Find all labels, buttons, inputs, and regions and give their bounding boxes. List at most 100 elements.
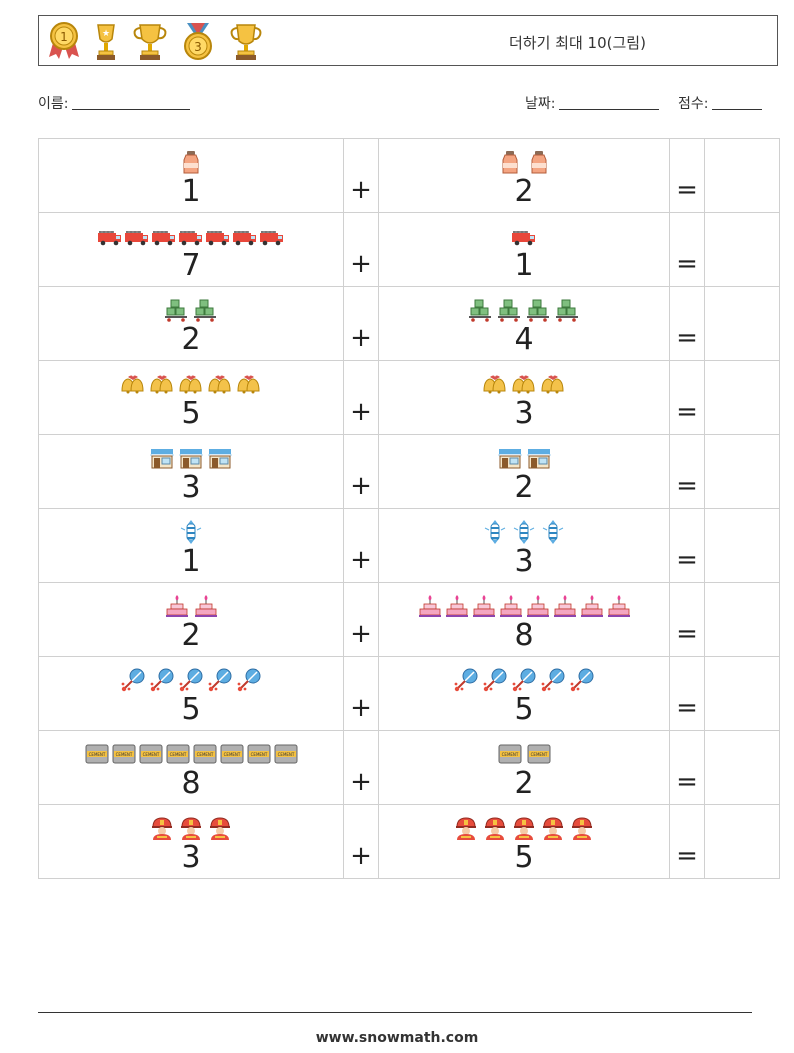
right-addend-number: 3 xyxy=(514,544,534,579)
equals-sign: = xyxy=(676,841,698,871)
right-addend-number: 5 xyxy=(514,692,534,727)
rattle-icon xyxy=(512,668,536,692)
answer-box[interactable] xyxy=(704,804,780,879)
bells-icon xyxy=(541,375,564,394)
name-field[interactable]: 이름: xyxy=(38,93,191,113)
rattle-icon xyxy=(179,668,203,692)
svg-text:1: 1 xyxy=(60,30,68,44)
left-addend-number: 5 xyxy=(181,396,201,431)
rattle-icon xyxy=(121,668,145,692)
left-picture-group xyxy=(39,667,343,693)
plus-sign: + xyxy=(350,249,372,279)
equals-sign-cell: = xyxy=(669,434,705,509)
score-line[interactable] xyxy=(712,109,763,110)
equals-sign: = xyxy=(676,471,698,501)
cement-bag-icon: CEMENT xyxy=(166,744,189,764)
plus-sign-cell: + xyxy=(343,730,379,805)
answer-box[interactable] xyxy=(704,360,780,435)
left-picture-group xyxy=(39,223,343,249)
plus-sign-cell: + xyxy=(343,138,379,213)
cement-bag-icon: CEMENT xyxy=(247,744,270,764)
date-label: 날짜: xyxy=(525,96,556,112)
rattle-icon xyxy=(454,668,478,692)
plus-sign: + xyxy=(350,397,372,427)
candy-icon xyxy=(180,520,202,544)
cup-trophy-icon xyxy=(230,24,262,60)
shop-icon xyxy=(527,449,550,469)
answer-box[interactable] xyxy=(704,212,780,287)
plus-sign: + xyxy=(350,175,372,205)
left-addend-number: 7 xyxy=(181,248,201,283)
right-addend-cell: 3 xyxy=(378,508,670,583)
left-addend-number: 8 xyxy=(181,766,201,801)
plus-sign-cell: + xyxy=(343,360,379,435)
boxes-cart-icon xyxy=(468,299,491,322)
answer-box[interactable] xyxy=(704,138,780,213)
plus-sign-cell: + xyxy=(343,804,379,879)
right-picture-group xyxy=(379,223,669,249)
left-addend-cell: 2 xyxy=(38,286,344,361)
answer-box[interactable] xyxy=(704,434,780,509)
right-addend-number: 1 xyxy=(514,248,534,283)
problem-row: 5 +5 = xyxy=(38,656,780,731)
answer-box[interactable] xyxy=(704,730,780,805)
worksheet-title: 더하기 최대 10(그림) xyxy=(509,34,646,52)
date-field[interactable]: 날짜: xyxy=(525,93,660,113)
date-line[interactable] xyxy=(559,109,660,110)
firefighter-icon xyxy=(456,817,476,840)
plus-sign: + xyxy=(350,619,372,649)
equals-sign: = xyxy=(676,619,698,649)
equals-sign: = xyxy=(676,397,698,427)
name-line[interactable] xyxy=(72,109,191,110)
answer-box[interactable] xyxy=(704,508,780,583)
rattle-icon xyxy=(237,668,261,692)
plus-sign: + xyxy=(350,693,372,723)
svg-text:CEMENT: CEMENT xyxy=(142,752,159,757)
plus-sign: + xyxy=(350,767,372,797)
right-picture-group xyxy=(379,297,669,323)
rattle-icon xyxy=(483,668,507,692)
milk-bottle-icon xyxy=(531,151,546,174)
firefighter-icon xyxy=(485,817,505,840)
left-addend-number: 2 xyxy=(181,618,201,653)
right-addend-number: 4 xyxy=(514,322,534,357)
candy-icon xyxy=(484,520,506,544)
right-addend-cell: 2 xyxy=(378,434,670,509)
bells-icon xyxy=(483,375,506,394)
trophy-row: 1 ★ 3 xyxy=(47,21,265,61)
problem-row: 2 +8 = xyxy=(38,582,780,657)
equals-sign-cell: = xyxy=(669,286,705,361)
cake-icon xyxy=(165,595,188,617)
svg-text:CEMENT: CEMENT xyxy=(169,752,186,757)
answer-box[interactable] xyxy=(704,582,780,657)
left-addend-number: 2 xyxy=(181,322,201,357)
bells-icon xyxy=(150,375,173,394)
fire-truck-icon xyxy=(260,231,283,246)
bronze-medal-3-icon: 3 xyxy=(184,23,212,60)
right-picture-group xyxy=(379,815,669,841)
cake-icon xyxy=(526,595,549,617)
answer-box[interactable] xyxy=(704,656,780,731)
left-addend-cell: 1 xyxy=(38,508,344,583)
left-picture-group: CEMENT CEMENT CEMENT CEMENT CEMENT CEMENT CEME… xyxy=(39,741,343,767)
firefighter-icon xyxy=(210,817,230,840)
cement-bag-icon: CEMENT xyxy=(193,744,216,764)
score-field[interactable]: 점수: xyxy=(678,93,763,113)
problem-row: 1 +3 = xyxy=(38,508,780,583)
right-picture-group xyxy=(379,149,669,175)
plus-sign: + xyxy=(350,841,372,871)
left-addend-cell: 1 xyxy=(38,138,344,213)
left-addend-cell: 3 xyxy=(38,434,344,509)
cake-icon xyxy=(194,595,217,617)
bells-icon xyxy=(121,375,144,394)
right-picture-group xyxy=(379,519,669,545)
left-addend-cell: 2 xyxy=(38,582,344,657)
fire-truck-icon xyxy=(179,231,202,246)
fire-truck-icon xyxy=(98,231,121,246)
equals-sign-cell: = xyxy=(669,582,705,657)
left-picture-group xyxy=(39,519,343,545)
right-addend-number: 8 xyxy=(514,618,534,653)
cake-icon xyxy=(472,595,495,617)
answer-box[interactable] xyxy=(704,286,780,361)
large-trophy-icon xyxy=(133,24,167,60)
